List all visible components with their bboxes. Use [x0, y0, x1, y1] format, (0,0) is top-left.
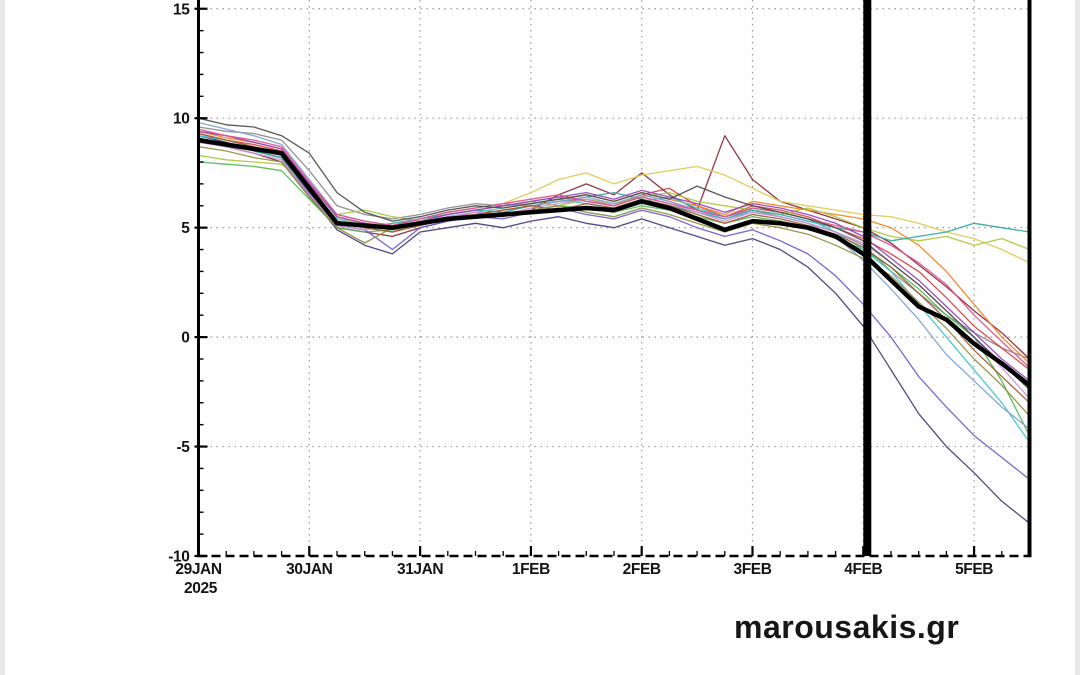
left-edge-strip [0, 0, 5, 675]
ensemble-member-line [198, 146, 1030, 417]
y-tick-label: 5 [181, 220, 190, 237]
x-tick-sublabel: 2025 [184, 580, 218, 597]
x-tick-label: 2FEB [623, 561, 661, 578]
ensemble-member-line [198, 135, 1030, 524]
x-tick-label: 4FEB [844, 561, 882, 578]
ensemble-member-line [198, 130, 1030, 364]
ensemble-member-line [198, 130, 1030, 382]
y-tick-label: -10 [168, 549, 189, 566]
y-tick-label: 0 [181, 330, 189, 347]
x-tick-label: 3FEB [733, 561, 771, 578]
y-tick-label: 10 [173, 111, 189, 128]
ensemble-member-line [198, 135, 1030, 360]
ensemble-mean-line [198, 137, 1031, 388]
y-tick-label: 15 [173, 1, 190, 18]
ensemble-member-line [198, 132, 1030, 371]
x-tick-label: 31JAN [397, 561, 443, 578]
ensemble-member-line [198, 121, 1030, 430]
x-tick-label: 5FEB [955, 561, 993, 578]
watermark: marousakis.gr [734, 609, 960, 645]
x-tick-label: 29JAN [175, 561, 221, 578]
x-tick-label: 1FEB [512, 561, 550, 578]
ensemble-member-line [198, 117, 1030, 391]
ensemble-member-line [198, 141, 1030, 399]
y-tick-label: -5 [177, 439, 191, 456]
ensemble-member-line [198, 139, 1030, 242]
right-edge-strip [1075, 0, 1080, 675]
ensemble-member-line [198, 126, 1030, 360]
x-tick-label: 30JAN [286, 561, 332, 578]
ensemble-member-line [198, 128, 1030, 369]
